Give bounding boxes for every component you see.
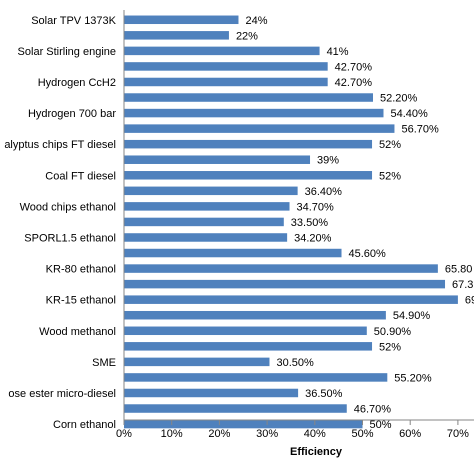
- data-label: 52.20%: [380, 93, 418, 105]
- data-label: 24%: [245, 15, 267, 27]
- bar: [124, 264, 438, 273]
- x-tick-label: 0%: [116, 428, 132, 440]
- bar: [124, 46, 320, 56]
- x-tick-label: 40%: [304, 428, 326, 440]
- bar: [124, 310, 386, 320]
- data-label: 56.70%: [401, 124, 439, 136]
- category-label: alyptus chips FT diesel: [4, 139, 116, 151]
- data-label-group: 24%22%41%42.70%42.70%52.20%54.40%56.70%5…: [236, 15, 474, 431]
- category-label: Solar Stirling engine: [18, 46, 116, 58]
- category-label: ose ester micro-diesel: [8, 388, 116, 400]
- bar: [124, 202, 290, 211]
- category-label: Hydrogen CcH2: [38, 77, 116, 89]
- data-label: 42.70%: [335, 77, 373, 89]
- bar: [124, 419, 363, 429]
- data-label: 36.50%: [305, 388, 343, 400]
- bar: [124, 77, 328, 87]
- bar: [124, 124, 395, 133]
- bar-group: [124, 15, 458, 429]
- category-label: Hydrogen 700 bar: [28, 108, 116, 120]
- category-label: Corn ethanol: [53, 419, 116, 431]
- bar: [124, 93, 373, 102]
- category-label: KR-15 ethanol: [46, 295, 116, 307]
- category-label: Wood methanol: [39, 326, 116, 338]
- bar: [124, 326, 367, 336]
- data-label: 54.90%: [393, 310, 431, 322]
- bar: [124, 31, 229, 40]
- x-tick-label: 50%: [351, 428, 373, 440]
- bar: [124, 171, 373, 180]
- data-label: 42.70%: [335, 61, 373, 73]
- data-label: 34.20%: [294, 232, 332, 244]
- data-label: 55.20%: [394, 372, 432, 384]
- data-label: 30.50%: [276, 357, 314, 369]
- data-label: 22%: [236, 30, 258, 42]
- x-tick-label: 70%: [447, 428, 469, 440]
- category-label: KR-80 ethanol: [46, 264, 116, 276]
- bar: [124, 186, 298, 196]
- category-label: SME: [92, 357, 116, 369]
- x-tick-label: 10%: [161, 428, 183, 440]
- category-label: Coal FT diesel: [45, 170, 116, 182]
- category-label-group: Solar TPV 1373K Solar Stirling engine Hydr…: [4, 15, 116, 431]
- x-tick-label: 60%: [399, 428, 421, 440]
- data-label: 69: [465, 295, 474, 307]
- data-label: 52%: [379, 170, 401, 182]
- bar: [124, 373, 388, 382]
- data-label: 52%: [379, 139, 401, 151]
- data-label: 50.90%: [374, 326, 412, 338]
- bar: [124, 15, 239, 25]
- data-label: 36.40%: [305, 186, 343, 198]
- data-label: 54.40%: [390, 108, 428, 120]
- data-label: 39%: [317, 155, 339, 167]
- bar: [124, 388, 299, 398]
- x-tick-label: 20%: [208, 428, 230, 440]
- data-label: 34.70%: [297, 201, 335, 213]
- bar: [124, 155, 311, 164]
- data-label: 52%: [379, 341, 401, 353]
- bar: [124, 279, 446, 289]
- bar: [124, 404, 347, 413]
- bar: [124, 62, 328, 71]
- bar: [124, 108, 384, 118]
- bar: [124, 342, 373, 351]
- data-label: 33.50%: [291, 217, 329, 229]
- data-label: 46.70%: [354, 404, 392, 416]
- data-label: 67.3: [452, 279, 473, 291]
- bar: [124, 357, 270, 367]
- category-label: Solar TPV 1373K: [31, 15, 116, 27]
- data-label: 50%: [370, 419, 392, 431]
- x-tick-label: 30%: [256, 428, 278, 440]
- data-label: 41%: [327, 46, 349, 58]
- x-tick-group: 0% 10% 20% 30% 40% 50% 60% 70%: [116, 420, 469, 440]
- bar: [124, 217, 284, 227]
- data-label: 45.60%: [349, 248, 387, 260]
- bar: [124, 295, 458, 304]
- data-label: 65.80: [445, 264, 473, 276]
- bar: [124, 233, 288, 242]
- x-axis-title: Efficiency: [290, 446, 343, 458]
- bar: [124, 248, 342, 258]
- bar: [124, 139, 373, 149]
- category-label: SPORL1.5 ethanol: [24, 232, 116, 244]
- category-label: Wood chips ethanol: [20, 201, 116, 213]
